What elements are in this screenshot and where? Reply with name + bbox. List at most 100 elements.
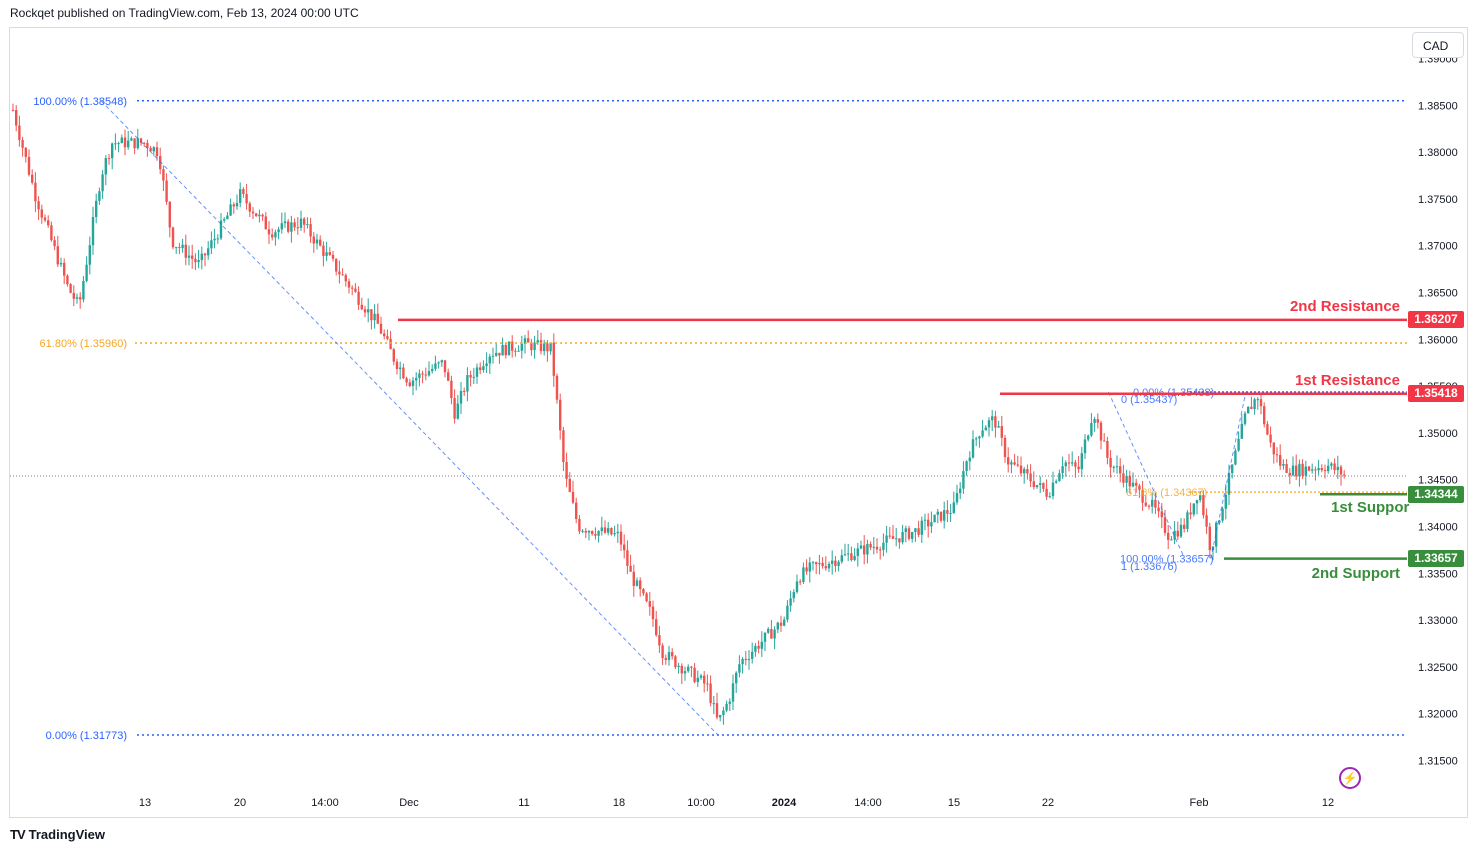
candle-body [1103, 440, 1106, 442]
candle-body [59, 262, 63, 265]
candle-body [399, 367, 402, 369]
candle-body [319, 239, 322, 246]
candle-body [152, 147, 155, 152]
candle-body [1205, 515, 1208, 527]
candle-body [971, 439, 975, 458]
candle-body [575, 502, 578, 519]
candle-body [1080, 453, 1083, 470]
x-tick-label: 11 [518, 797, 529, 809]
candle-body [168, 201, 171, 228]
candle-body [219, 220, 223, 239]
candle-body [1163, 517, 1167, 533]
candle-body [1128, 475, 1131, 487]
candle-body [770, 629, 773, 639]
candle-body [725, 703, 728, 711]
candle-body [363, 309, 367, 313]
candle-body [927, 519, 930, 527]
candle-body [1311, 469, 1314, 471]
candle-body [882, 542, 885, 550]
candle-body [443, 360, 447, 373]
fib-trend-line [1107, 391, 1185, 558]
candle-body [232, 204, 235, 207]
flash-icon[interactable]: ⚡ [1339, 767, 1361, 789]
support-price-tag: 1.33657 [1408, 550, 1464, 568]
candle-body [171, 227, 175, 248]
candle-body [920, 520, 923, 535]
candle-body [597, 531, 600, 536]
candle-body [517, 350, 520, 352]
candle-body [1173, 530, 1176, 540]
candle-body [203, 253, 207, 256]
candle-body [322, 245, 325, 256]
candle-body [117, 143, 120, 145]
candle-body [331, 254, 335, 259]
candle-body [187, 255, 191, 258]
candle-body [1266, 424, 1269, 435]
candle-body [677, 665, 680, 668]
candle-body [1083, 439, 1087, 454]
y-tick-label: 1.38500 [1418, 100, 1458, 112]
candle-body [1090, 423, 1093, 436]
candle-body [850, 553, 853, 561]
fib-trend-line [1210, 391, 1247, 559]
candle-body [539, 340, 543, 352]
candle-body [53, 240, 56, 247]
candle-body [56, 246, 59, 265]
candle-body [507, 341, 511, 356]
candle-body [101, 174, 104, 192]
candle-body [827, 563, 831, 569]
candle-body [683, 671, 687, 674]
x-tick-label: 2024 [772, 797, 797, 809]
candle-body [434, 363, 437, 369]
tradingview-brand[interactable]: TV TradingView [10, 827, 105, 842]
candle-body [907, 528, 911, 539]
candle-body [1285, 464, 1288, 473]
candle-body [95, 200, 98, 217]
candle-body [703, 675, 706, 684]
candle-body [1064, 462, 1067, 467]
candle-body [155, 147, 159, 157]
candle-body [1119, 466, 1122, 474]
candle-body [1256, 399, 1259, 401]
support-price-tag: 1.34344 [1408, 485, 1464, 503]
candle-body [949, 512, 952, 514]
fib-trend-line [100, 100, 719, 736]
candle-body [904, 528, 907, 533]
candle-body [1186, 512, 1189, 529]
candle-body [178, 247, 181, 249]
candle-body [85, 264, 88, 281]
resistance-label: 2nd Resistance [1289, 297, 1400, 315]
candle-body [47, 220, 50, 226]
y-tick-label: 1.37000 [1418, 241, 1458, 253]
candle-body [133, 138, 136, 149]
candle-body [421, 373, 424, 375]
candle-body [114, 143, 117, 145]
candle-body [1176, 530, 1179, 537]
candle-body [1231, 464, 1234, 474]
candle-body [1189, 512, 1192, 515]
candle-body [1243, 413, 1247, 424]
candle-body [1077, 466, 1080, 470]
candle-body [210, 240, 213, 249]
candle-body [1224, 494, 1227, 509]
candle-body [879, 549, 882, 551]
candle-body [1003, 437, 1007, 458]
candle-body [840, 555, 843, 562]
candle-body [719, 715, 722, 718]
candle-body [1307, 466, 1311, 471]
candle-body [821, 562, 824, 567]
candle-body [184, 244, 187, 258]
candle-body [603, 527, 607, 533]
candle-body [1055, 481, 1058, 483]
candle-body [424, 374, 427, 376]
candle-body [613, 533, 616, 535]
y-tick-label: 1.35000 [1418, 428, 1458, 440]
fib-minor-label: 0 (1.35437) [1121, 394, 1177, 406]
candle-body [229, 204, 232, 216]
candle-body [667, 652, 671, 660]
candle-body [760, 641, 763, 649]
candle-body [1237, 438, 1240, 451]
currency-button[interactable]: CAD [1412, 32, 1464, 58]
candle-body [917, 528, 920, 535]
